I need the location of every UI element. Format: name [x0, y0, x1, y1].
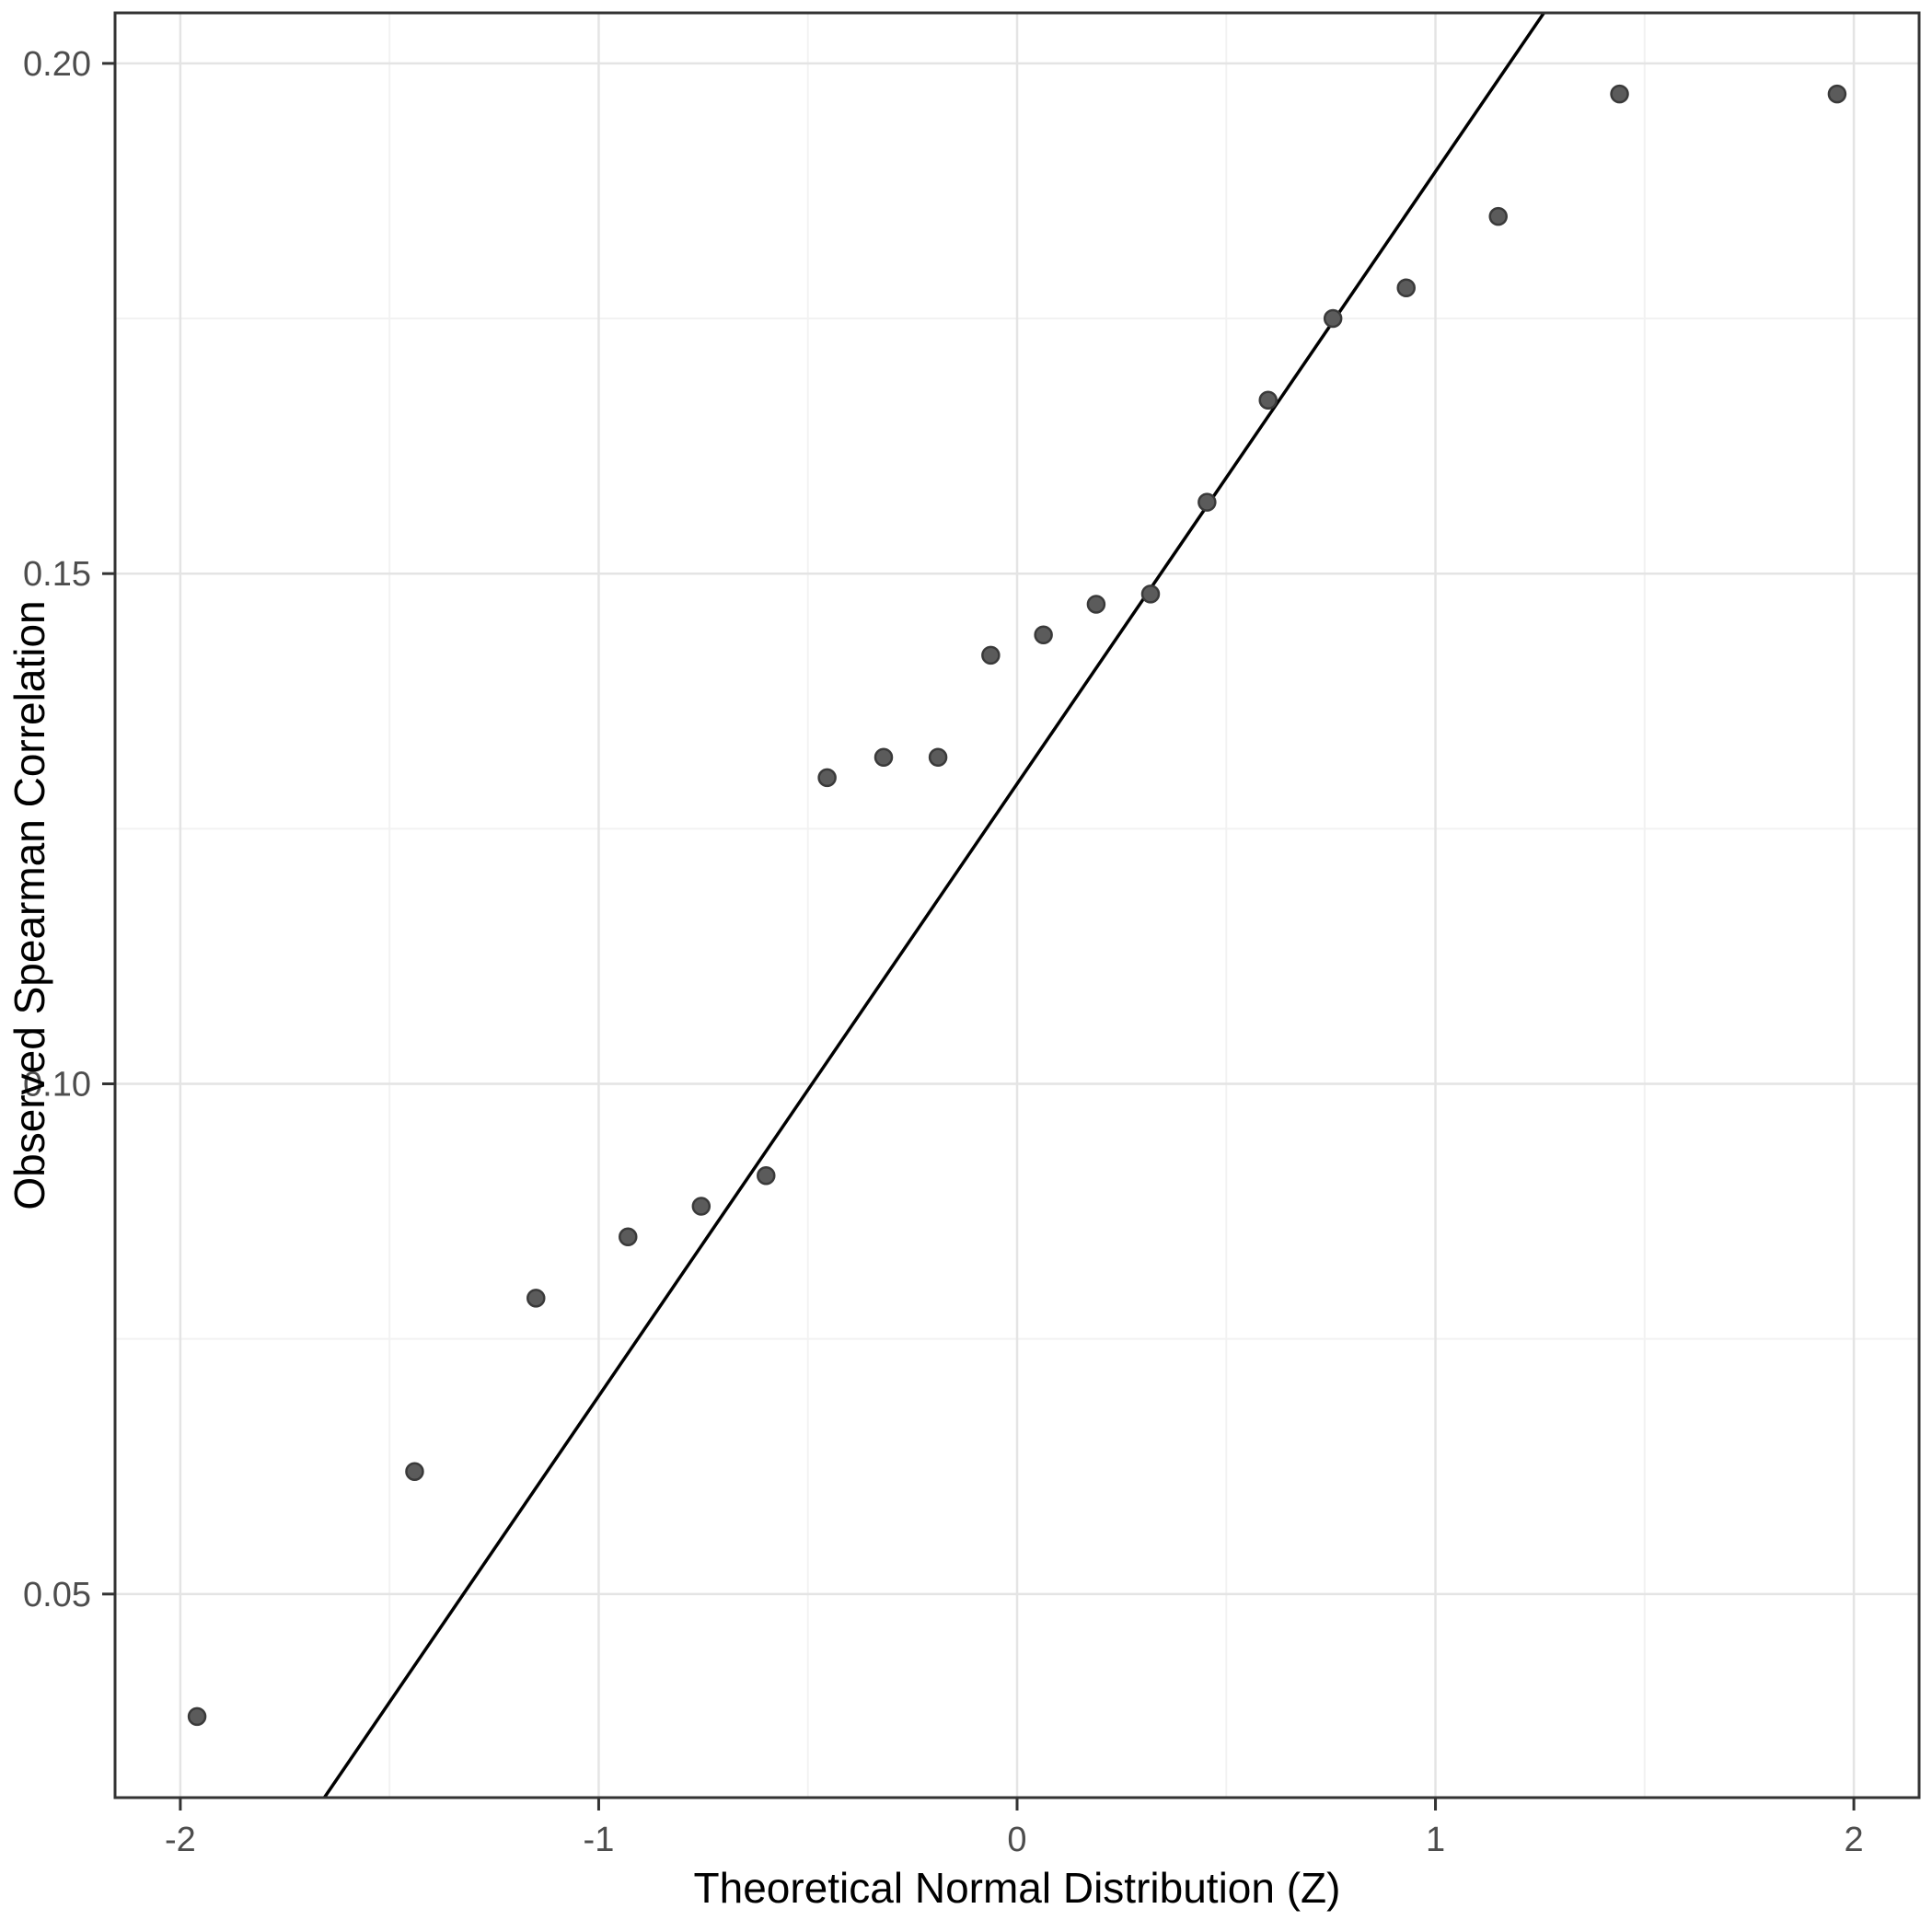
qq-reference-line [322, 13, 1546, 1798]
axis-tick-labels-layer: -2 -1 0 1 2 0.05 0.10 0.15 0.20 [23, 45, 1864, 1859]
x-tick-label: 1 [1426, 1821, 1445, 1859]
data-point [1827, 84, 1847, 104]
data-point [1086, 595, 1106, 614]
gridlines-layer [115, 13, 1919, 1798]
x-tick-label: 2 [1845, 1821, 1864, 1859]
data-point [691, 1197, 711, 1216]
x-tick-label: -2 [165, 1821, 196, 1859]
x-tick-label: 0 [1007, 1821, 1026, 1859]
data-point [619, 1227, 638, 1247]
reference-line-layer [322, 13, 1546, 1798]
data-point [187, 1706, 207, 1727]
data-point [1610, 84, 1629, 104]
data-point [817, 768, 837, 788]
data-point [757, 1166, 776, 1186]
data-point [526, 1289, 546, 1308]
data-point [1396, 278, 1416, 298]
y-tick-label: 0.20 [23, 45, 91, 84]
data-point [981, 645, 1001, 665]
data-point [405, 1462, 424, 1482]
data-point [1323, 308, 1343, 329]
data-point [873, 747, 894, 767]
y-axis-title: Observed Spearman Correlation [6, 600, 53, 1209]
data-point [928, 747, 948, 767]
y-tick-label: 0.05 [23, 1576, 91, 1614]
data-point [1140, 584, 1161, 604]
data-point [1258, 390, 1278, 410]
y-tick-label: 0.10 [23, 1066, 91, 1105]
points-layer [187, 84, 1847, 1727]
y-tick-label: 0.15 [23, 555, 91, 594]
data-point [1034, 625, 1053, 644]
data-point [1197, 492, 1217, 512]
x-axis-title: Theoretical Normal Distribution (Z) [694, 1864, 1341, 1912]
data-point [1488, 206, 1508, 226]
axis-ticks-layer [102, 62, 1856, 1811]
x-tick-label: -1 [584, 1821, 615, 1859]
